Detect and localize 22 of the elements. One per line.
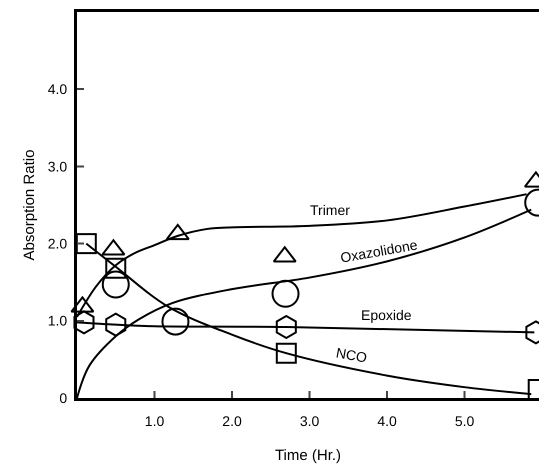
y-tick-label: 4.0 [48,81,68,98]
y-tick-label: 2.0 [48,236,68,252]
point [102,270,130,299]
text: NCO [334,344,368,366]
y-axis-title: Absorption Ratio [20,150,38,260]
point [105,258,126,279]
point [161,308,190,336]
series-label: Trimer [310,202,350,218]
point [76,233,97,254]
point [105,312,126,337]
y-tick-label: 1.0 [48,312,68,329]
y-tick-label: 3.0 [48,158,68,174]
series-label: Epoxide [361,307,412,323]
y-tick-label: 0 [59,390,68,406]
x-tick-label: 2.0 [222,412,242,429]
x-tick-label: 4.0 [377,412,398,429]
point [73,310,95,334]
x-axis-title: Time (Hr.) [274,446,342,464]
x-tick-label: 3.0 [300,412,320,429]
x-tick-label: 5.0 [454,412,475,429]
x-tick-label: 1.0 [144,412,164,429]
text: Oxazolidone [339,236,419,266]
